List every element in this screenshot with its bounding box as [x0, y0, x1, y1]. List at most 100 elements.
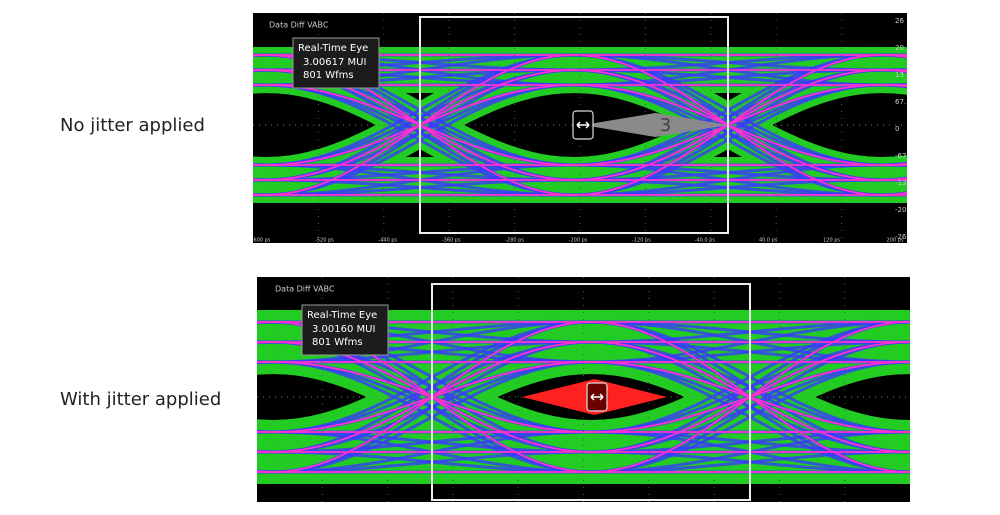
trace-density — [257, 329, 273, 354]
trace-hot — [908, 321, 910, 323]
x-axis-label: 120 ps — [823, 238, 840, 244]
eye-opening — [583, 113, 728, 137]
trace-mid — [253, 178, 266, 182]
trace-density — [909, 460, 910, 484]
trace-density — [909, 310, 910, 334]
trace-density — [908, 310, 910, 335]
trace-density — [253, 47, 266, 64]
trace-density — [257, 419, 274, 444]
trace-mid — [253, 193, 266, 197]
x-axis-label: -200 ps — [569, 238, 588, 244]
trace-mid — [909, 320, 910, 324]
trace-mid — [908, 450, 910, 454]
trace-density — [257, 349, 274, 374]
trace-mid — [257, 340, 273, 344]
caption: No jitter applied — [60, 115, 205, 136]
trace-mid — [253, 163, 266, 167]
trace-mid — [908, 360, 910, 364]
x-axis-label: 200 ps — [887, 238, 904, 244]
trace-hot — [908, 341, 910, 343]
trace-density — [253, 47, 266, 64]
trace-mid — [908, 360, 910, 364]
trace-density — [257, 419, 274, 444]
trace-density — [909, 420, 910, 444]
trace-mid — [909, 450, 910, 454]
trace-density — [908, 439, 910, 464]
trace-mid — [909, 360, 910, 364]
x-axis-label: -120 ps — [632, 238, 651, 244]
readout-line: 801 Wfms — [312, 337, 363, 348]
trace-mid — [909, 470, 910, 474]
trace-mid — [257, 320, 273, 324]
trace-density — [253, 61, 266, 78]
trace-mid — [908, 470, 910, 474]
trace-density — [909, 330, 910, 354]
trace-density — [908, 310, 910, 335]
trace-density — [909, 350, 910, 374]
trace-density — [909, 440, 910, 464]
trace-density — [257, 350, 274, 375]
measurement-window — [419, 16, 729, 234]
y-axis-label: -20 — [895, 206, 906, 214]
trace-mid — [908, 430, 910, 434]
trace-mid — [908, 470, 910, 474]
trace-density — [253, 157, 266, 174]
trace-mid — [257, 320, 274, 325]
trace-density — [908, 330, 910, 355]
trace-density — [257, 310, 274, 335]
trace-density — [908, 459, 910, 484]
readout-line: 3.00160 MUI — [312, 324, 375, 335]
trace-density — [257, 439, 273, 464]
caption: With jitter applied — [60, 389, 221, 410]
trace-density — [253, 186, 266, 203]
marker-label: 3 — [660, 115, 671, 136]
y-axis-label: 67. — [895, 98, 906, 106]
x-axis-label: -440 ps — [378, 238, 397, 244]
trace-mid — [908, 320, 910, 324]
trace-density — [908, 420, 910, 445]
y-axis-label: 0 — [895, 125, 899, 133]
trace-density — [253, 186, 266, 203]
trace-mid — [257, 449, 274, 454]
trace-mid — [908, 340, 910, 344]
trace-mid — [257, 430, 273, 434]
trace-density — [908, 310, 910, 335]
trace-mid — [257, 360, 274, 364]
trace-density — [908, 419, 910, 444]
trace-mid — [257, 429, 274, 434]
y-axis-label: 26 — [895, 17, 904, 25]
trace-mid — [257, 320, 274, 325]
trace-mid — [253, 178, 266, 182]
trace-density — [253, 157, 266, 174]
scope-panel: 3 Data Diff VABC Real-Time Eye 3.00617 MUI 8… — [252, 13, 909, 244]
trace-mid — [908, 360, 910, 364]
trace-mid — [908, 320, 910, 324]
trace-mid — [257, 450, 273, 454]
trace-mid — [908, 430, 910, 434]
readout-line: 801 Wfms — [303, 70, 354, 81]
trace-mid — [253, 83, 266, 87]
trace-density — [253, 76, 266, 93]
trace-density — [257, 330, 273, 355]
trace-density — [908, 349, 910, 374]
trace-density — [257, 459, 274, 484]
x-axis-label: -600 ps — [252, 238, 271, 244]
trace-mid — [908, 430, 910, 434]
marker-icon — [586, 382, 608, 412]
trace-mid — [257, 320, 274, 324]
trace-mid — [908, 470, 910, 474]
x-axis-label: -40.0 ps — [695, 238, 716, 244]
trace-mid — [257, 340, 274, 345]
readout-line: 3.00617 MUI — [303, 57, 366, 68]
y-axis-label: 20 — [895, 44, 904, 52]
trace-density — [257, 330, 274, 355]
trace-mid — [253, 162, 267, 167]
y-axis-label: -13 — [895, 179, 906, 187]
trace-mid — [257, 430, 274, 434]
trace-density — [908, 419, 910, 444]
trace-mid — [253, 53, 266, 57]
trace-hot — [908, 471, 910, 473]
trace-density — [257, 310, 274, 335]
